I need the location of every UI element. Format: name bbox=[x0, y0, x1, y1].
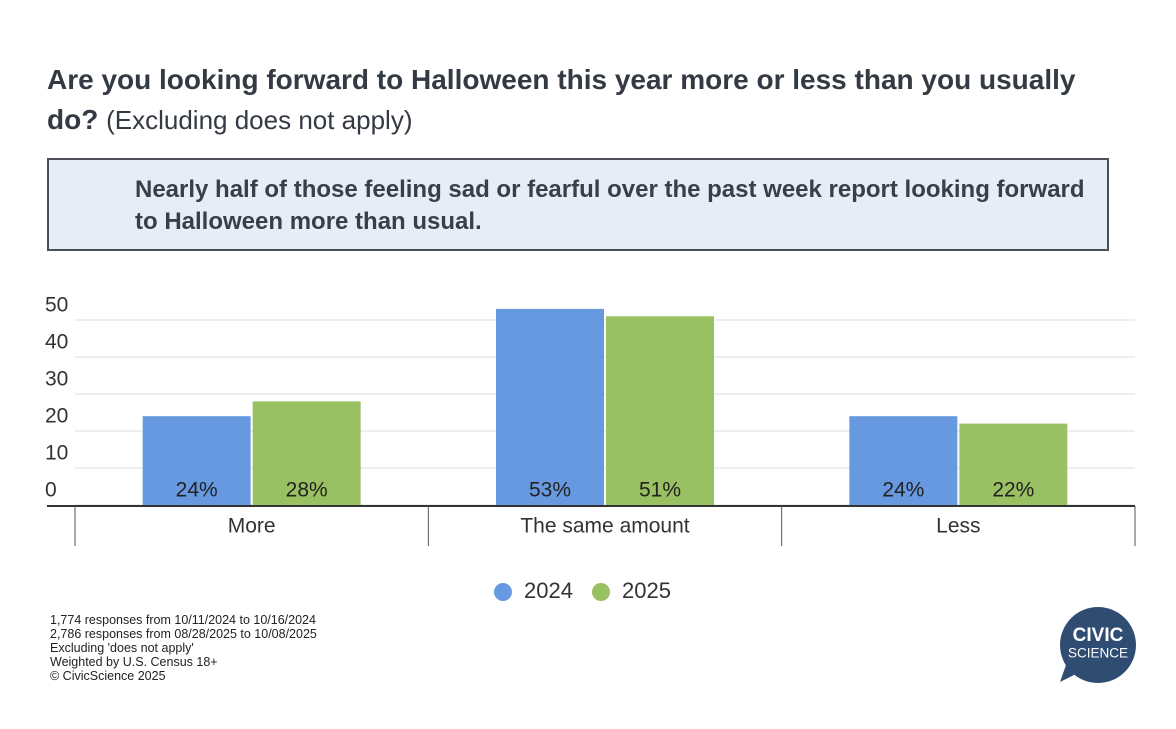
bar bbox=[142, 416, 251, 505]
bar bbox=[959, 423, 1068, 505]
legend-label: 2024 bbox=[524, 578, 573, 603]
chart-subtitle: (Excluding does not apply) bbox=[106, 105, 413, 135]
y-tick-label: 0 bbox=[45, 479, 57, 502]
footnote: 1,774 responses from 10/11/2024 to 10/16… bbox=[50, 613, 316, 627]
value-label: 24% bbox=[882, 479, 924, 502]
footnote: Excluding 'does not apply' bbox=[50, 641, 194, 655]
y-tick-label: 40 bbox=[45, 331, 68, 354]
bar bbox=[496, 308, 604, 505]
footnotes: 1,774 responses from 10/11/2024 to 10/16… bbox=[50, 613, 317, 683]
logo-text: CIVIC bbox=[1073, 625, 1124, 646]
y-tick-label: 10 bbox=[45, 442, 68, 465]
chart-title: Are you looking forward to Halloween thi… bbox=[47, 64, 1076, 135]
logo-badge bbox=[1060, 607, 1136, 683]
logo-text: SCIENCE bbox=[1068, 646, 1128, 661]
legend-swatch bbox=[592, 583, 610, 601]
bar bbox=[252, 401, 361, 505]
value-label: 24% bbox=[176, 479, 218, 502]
x-tick-label: Less bbox=[936, 515, 980, 538]
bar bbox=[606, 316, 714, 505]
footnote: 2,786 responses from 08/28/2025 to 10/08… bbox=[50, 627, 317, 641]
y-tick-label: 30 bbox=[45, 368, 68, 391]
title-block: Are you looking forward to Halloween thi… bbox=[47, 60, 1122, 140]
bar bbox=[849, 416, 958, 505]
legend-swatch bbox=[494, 583, 512, 601]
callout-box: Nearly half of those feeling sad or fear… bbox=[47, 158, 1109, 251]
x-tick-label: The same amount bbox=[520, 515, 689, 538]
logo-tail bbox=[1060, 665, 1080, 682]
legend-label: 2025 bbox=[622, 578, 671, 603]
callout-text: Nearly half of those feeling sad or fear… bbox=[135, 176, 1085, 235]
footnote: Weighted by U.S. Census 18+ bbox=[50, 655, 218, 669]
y-tick-label: 20 bbox=[45, 405, 68, 428]
value-label: 28% bbox=[286, 479, 328, 502]
value-label: 51% bbox=[639, 479, 681, 502]
y-tick-label: 50 bbox=[45, 294, 68, 317]
value-label: 22% bbox=[992, 479, 1034, 502]
x-tick-label: More bbox=[228, 515, 276, 538]
footnote: © CivicScience 2025 bbox=[50, 669, 166, 683]
value-label: 53% bbox=[529, 479, 571, 502]
